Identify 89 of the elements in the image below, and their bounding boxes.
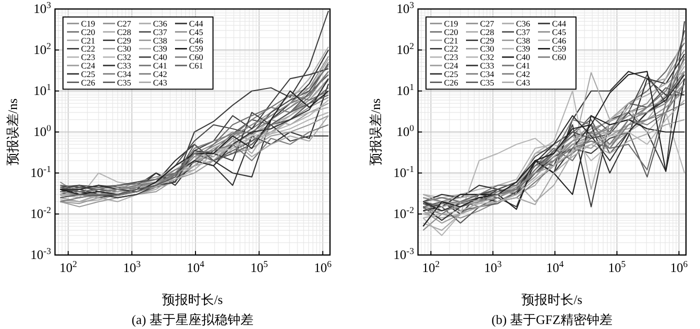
y-tick-label: 10$^{-2}$ [393,205,414,221]
legend-label: C43 [153,77,168,88]
y-tick-label: 10$^{1}$ [396,82,414,98]
x-tick-label: 10$^{6}$ [314,259,332,275]
legend-label: C60 [189,52,204,62]
legend-label: C24 [81,60,96,70]
legend-label: C61 [189,60,204,70]
legend-label: C19 [81,18,96,28]
x-tick-label: 10$^{3}$ [123,259,142,275]
x-axis-title: 预报时长/s [522,292,582,307]
legend-label: C23 [81,52,96,62]
legend-label: C39 [516,44,530,54]
x-tick-label: 10$^{6}$ [670,259,688,275]
y-tick-label: 10$^{-3}$ [30,246,52,262]
y-tick-label: 10$^{2}$ [33,41,52,57]
legend-label: C36 [153,18,168,28]
legend-label: C30 [480,44,494,54]
x-axis-title: 预报时长/s [162,292,223,307]
legend-label: C22 [444,44,458,54]
y-tick-label: 10$^{0}$ [396,123,414,139]
legend-label: C40 [153,52,168,62]
y-tick-label: 10$^{-1}$ [30,164,51,180]
legend-label: C41 [516,60,530,70]
legend-label: C37 [153,26,168,37]
legend-label: C29 [480,35,494,46]
x-tick-label: 10$^{5}$ [608,259,626,275]
text: (a) 基于星座拟稳钟差 [132,312,254,327]
legend-label: C24 [444,60,459,70]
legend-label: C46 [552,35,566,46]
legend-label: C46 [189,35,204,46]
legend-label: C26 [444,77,458,88]
legend-label: C60 [552,52,566,62]
legend-label: C22 [81,44,96,54]
legend-label: C37 [516,26,530,37]
legend-label: C30 [117,44,132,54]
legend-label: C33 [480,60,494,70]
legend-label: C38 [153,35,168,46]
legend-label: C59 [189,44,204,54]
legend-label: C35 [480,77,494,88]
legend-label: C33 [117,60,132,70]
legend-label: C34 [117,68,132,79]
legend-label: C45 [552,26,566,37]
legend-label: C39 [153,44,168,54]
legend-label: C29 [117,35,132,46]
legend-label: C44 [552,18,567,28]
x-tick-label: 10$^{2}$ [59,259,78,275]
legend-label: C32 [117,52,132,62]
y-tick-label: 10$^{-3}$ [393,246,414,262]
y-tick-label: 10$^{-2}$ [30,205,52,221]
legend-label: C26 [81,77,96,88]
legend-label: C27 [480,18,494,28]
y-tick-label: 10$^{1}$ [33,82,51,98]
legend-label: C38 [516,35,530,46]
legend-label: C28 [117,26,132,37]
legend-label: C40 [516,52,530,62]
legend-label: C28 [480,26,494,37]
legend-label: C45 [189,26,204,37]
legend-label: C25 [81,68,96,79]
x-tick-label: 10$^{2}$ [422,259,440,275]
legend-label: C27 [117,18,132,28]
legend-label: C20 [444,26,458,37]
legend-label: C35 [117,77,132,88]
legend-label: C42 [516,68,530,79]
y-tick-label: 10$^{3}$ [396,0,414,16]
legend-label: C19 [444,18,458,28]
y-tick-label: 10$^{2}$ [396,41,414,57]
y-tick-label: 10$^{0}$ [33,123,52,139]
x-tick-label: 10$^{5}$ [250,259,268,275]
y-axis-title: 预报误差/ns [5,98,20,166]
legend-label: C25 [444,68,458,79]
legend-label: C36 [516,18,530,28]
legend-label: C23 [444,52,458,62]
legend-label: C20 [81,26,96,37]
text: (b) 基于GFZ精密钟差 [492,312,612,327]
legend-label: C21 [81,35,96,46]
legend-label: C32 [480,52,494,62]
y-tick-label: 10$^{3}$ [33,0,52,16]
legend-label: C34 [480,68,495,79]
x-tick-label: 10$^{3}$ [484,259,502,275]
legend-label: C42 [153,68,168,79]
x-tick-label: 10$^{4}$ [546,259,564,275]
legend-label: C43 [516,77,530,88]
legend-label: C59 [552,44,566,54]
y-tick-label: 10$^{-1}$ [393,164,414,180]
legend-label: C44 [189,18,204,28]
x-tick-label: 10$^{4}$ [186,259,205,275]
legend-label: C21 [444,35,458,46]
legend-label: C41 [153,60,168,70]
y-axis-title: 预报误差/ns [368,98,383,166]
